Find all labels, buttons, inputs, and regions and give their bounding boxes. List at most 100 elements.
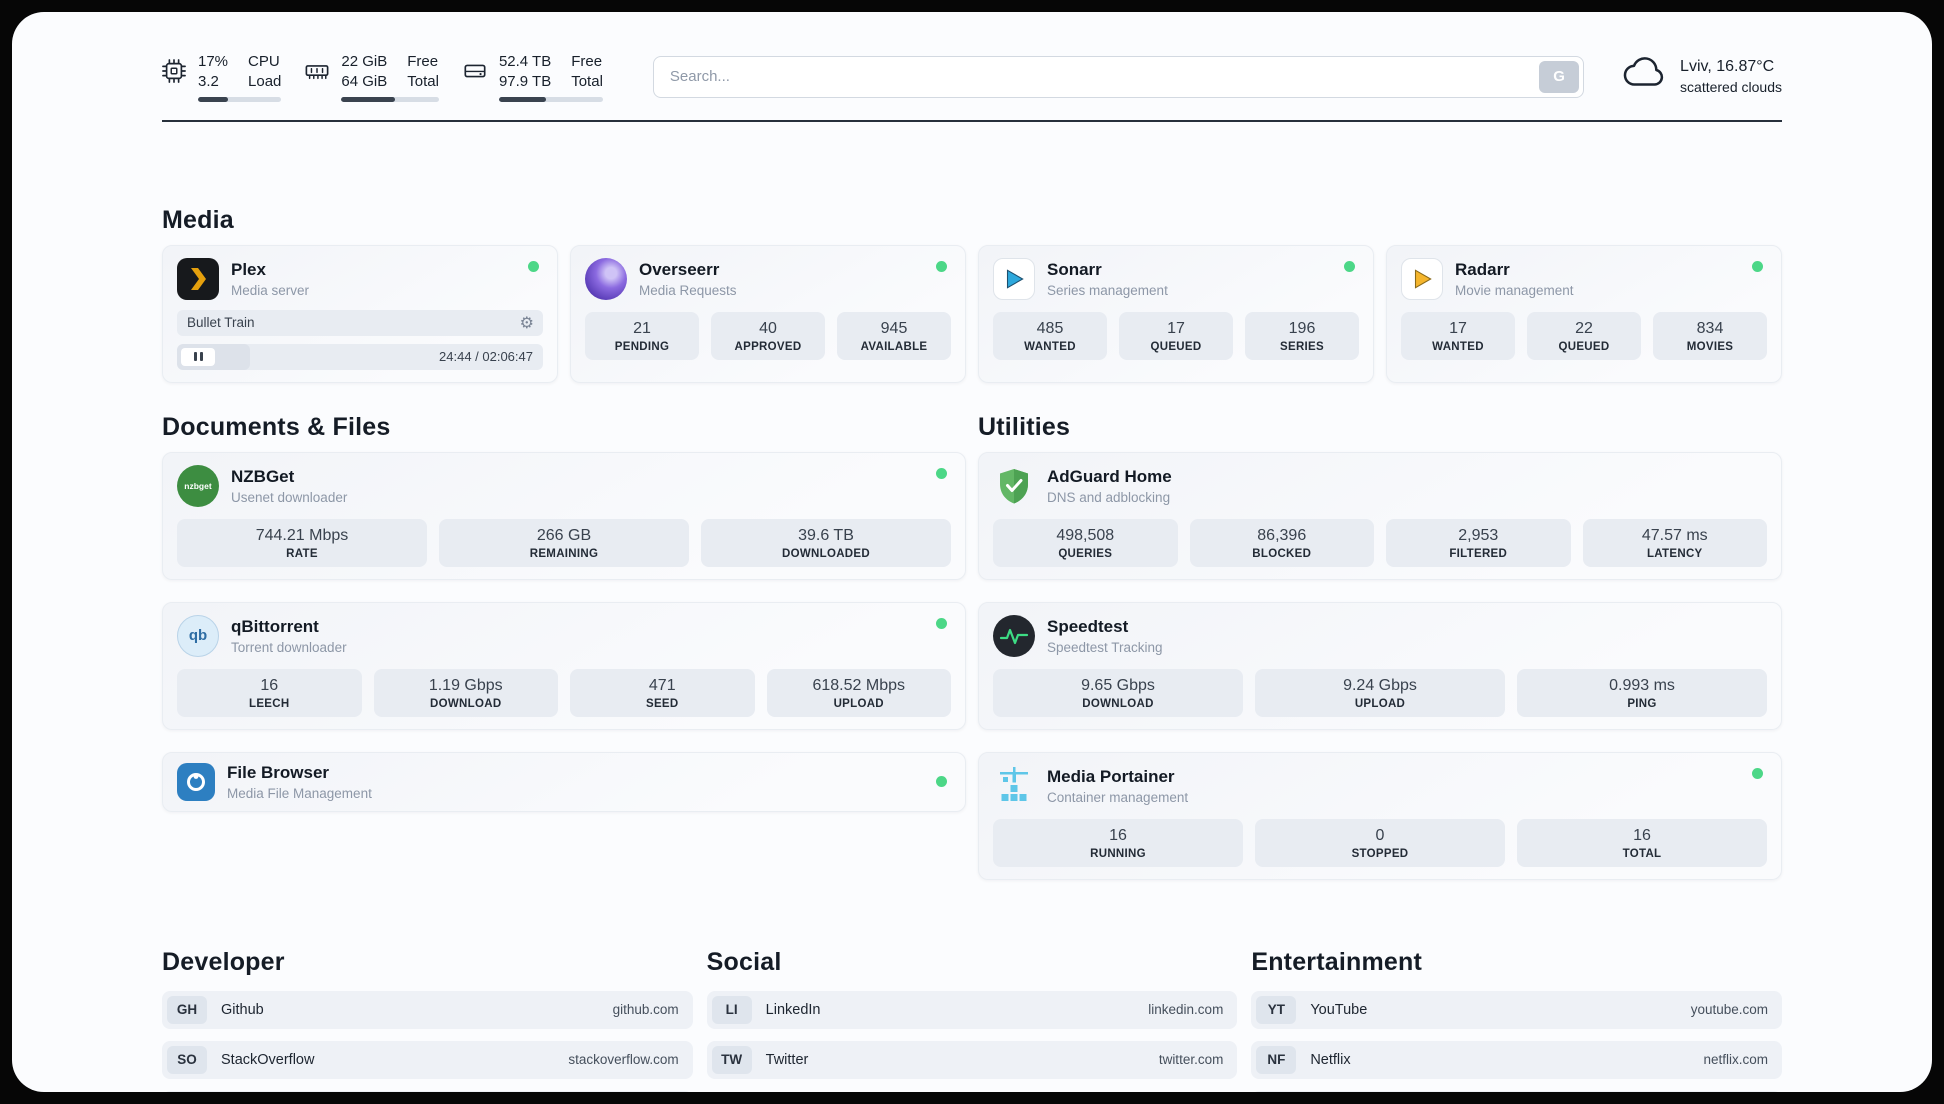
stat-box: 2,953 FILTERED	[1386, 518, 1571, 567]
nzbget-status-dot	[936, 467, 947, 479]
netflix-badge: NF	[1256, 1045, 1297, 1074]
adguard-card[interactable]: AdGuard Home DNS and adblocking 498,508 …	[978, 451, 1782, 580]
disk-label: Free	[571, 53, 603, 70]
stackoverflow-badge: SO	[167, 1045, 207, 1074]
bookmark-netflix[interactable]: NF Netflix netflix.com	[1251, 1040, 1782, 1079]
bookmark-github[interactable]: GH Github github.com	[162, 990, 693, 1029]
stat-box: 86,396 BLOCKED	[1189, 518, 1374, 567]
topbar: 17% 3.2 CPU Load	[162, 52, 1782, 102]
plex-time: 24:44 / 02:06:47	[439, 349, 533, 365]
search-input[interactable]	[652, 55, 1585, 98]
stat-box: 498,508 QUERIES	[993, 518, 1178, 567]
stat-box: 196 SERIES	[1245, 311, 1359, 360]
overseerr-card[interactable]: Overseerr Media Requests 21 PENDING 40 A…	[570, 244, 966, 383]
plex-subtitle: Media server	[231, 282, 310, 298]
stat-box: 0 STOPPED	[1255, 818, 1505, 867]
stat-box: 40 APPROVED	[711, 311, 825, 360]
bookmark-linkedin[interactable]: LI LinkedIn linkedin.com	[706, 990, 1238, 1029]
pause-button[interactable]	[181, 347, 215, 366]
radarr-status-dot	[1752, 260, 1763, 272]
cpu-load-value: 3.2	[198, 72, 219, 90]
disk-metric: 52.4 TB 97.9 TB Free Total	[463, 52, 603, 102]
stat-box: 744.21 Mbps RATE	[177, 518, 427, 567]
weather-widget: Lviv, 16.87°C scattered clouds	[1622, 57, 1782, 96]
qbittorrent-status-dot	[936, 617, 947, 629]
overseerr-status-dot	[936, 260, 947, 272]
documents-column: Documents & Files nzbget NZBGet Usenet d…	[162, 413, 966, 812]
bookmark-dev[interactable]: DT DEV dev.to	[162, 1090, 693, 1092]
overseerr-icon	[585, 257, 627, 300]
speedtest-subtitle: Speedtest Tracking	[1047, 639, 1163, 655]
sonarr-card[interactable]: Sonarr Series management 485 WANTED 17 Q…	[978, 244, 1374, 383]
sonarr-status-dot	[1344, 260, 1355, 272]
ram-label: Free	[407, 53, 439, 70]
qbittorrent-title: qBittorrent	[231, 616, 319, 636]
stat-box: 17 QUEUED	[1119, 311, 1233, 360]
settings-gear-icon[interactable]: ⚙	[519, 312, 534, 332]
cpu-icon	[162, 59, 186, 83]
speedtest-card[interactable]: Speedtest Speedtest Tracking 9.65 Gbps D…	[978, 601, 1782, 730]
stat-box: 21 PENDING	[585, 311, 699, 360]
stat-box: 945 AVAILABLE	[837, 311, 951, 360]
section-title-entertainment: Entertainment	[1251, 947, 1423, 976]
filebrowser-title: File Browser	[227, 762, 330, 782]
stat-box: 22 QUEUED	[1527, 311, 1641, 360]
dashboard-page: 17% 3.2 CPU Load	[12, 12, 1932, 1092]
radarr-subtitle: Movie management	[1455, 282, 1574, 298]
radarr-icon	[1401, 257, 1443, 300]
search-bar: G	[652, 55, 1585, 98]
ram-icon	[305, 59, 329, 83]
stat-box: 266 GB REMAINING	[439, 518, 689, 567]
entertainment-bookmarks: Entertainment YT YouTube youtube.com NF …	[1251, 948, 1782, 1092]
cpu-percent: 17%	[198, 53, 229, 70]
bookmark-twitter[interactable]: TW Twitter twitter.com	[706, 1040, 1238, 1079]
ram-metric: 22 GiB 64 GiB Free Total	[305, 52, 439, 102]
portainer-icon	[993, 765, 1035, 807]
stat-box: 47.57 ms LATENCY	[1582, 518, 1767, 567]
twitter-badge: TW	[711, 1045, 752, 1074]
nzbget-card[interactable]: nzbget NZBGet Usenet downloader 744.21 M…	[162, 451, 966, 580]
sonarr-subtitle: Series management	[1047, 282, 1168, 298]
nzbget-title: NZBGet	[231, 466, 295, 486]
portainer-status-dot	[1752, 767, 1763, 779]
plex-status-dot	[528, 260, 539, 272]
search-engine-button[interactable]: G	[1539, 60, 1580, 93]
stat-box: 9.65 Gbps DOWNLOAD	[993, 668, 1243, 717]
bookmark-stackoverflow[interactable]: SO StackOverflow stackoverflow.com	[162, 1040, 693, 1079]
adguard-icon	[993, 465, 1035, 507]
section-title-social: Social	[706, 947, 782, 976]
sonarr-title: Sonarr	[1047, 259, 1102, 279]
social-bookmarks: Social LI LinkedIn linkedin.com TW Twitt…	[706, 947, 1238, 1091]
bookmark-reddit[interactable]: RE Reddit reddit.com	[1251, 1090, 1782, 1092]
adguard-title: AdGuard Home	[1047, 466, 1172, 486]
utilities-column: Utilities AdGuard Home DNS and adblockin…	[978, 413, 1782, 880]
stat-box: 16 LEECH	[177, 668, 362, 717]
plex-player-bar[interactable]: 24:44 / 02:06:47	[177, 343, 543, 370]
stat-box: 1.19 Gbps DOWNLOAD	[373, 668, 558, 717]
cpu-label: CPU	[248, 53, 280, 70]
radarr-card[interactable]: Radarr Movie management 17 WANTED 22 QUE…	[1386, 244, 1782, 383]
overseerr-title: Overseerr	[639, 259, 720, 279]
portainer-card[interactable]: Media Portainer Container management 16 …	[978, 751, 1782, 880]
middle-columns: Documents & Files nzbget NZBGet Usenet d…	[162, 413, 1782, 880]
plex-card[interactable]: Plex Media server Bullet Train ⚙ 24:44 /…	[162, 244, 558, 383]
qbittorrent-card[interactable]: qb qBittorrent Torrent downloader 16 LEE…	[162, 601, 966, 730]
nzbget-icon: nzbget	[177, 464, 219, 507]
bookmark-youtube[interactable]: YT YouTube youtube.com	[1251, 990, 1782, 1029]
stat-box: 0.993 ms PING	[1517, 668, 1767, 717]
cpu-label2: Load	[248, 72, 282, 90]
portainer-subtitle: Container management	[1047, 789, 1189, 805]
qbittorrent-icon: qb	[177, 614, 219, 657]
radarr-title: Radarr	[1455, 259, 1510, 279]
stat-box: 16 TOTAL	[1517, 818, 1767, 867]
speedtest-icon	[993, 614, 1035, 657]
disk-free: 52.4 TB	[498, 53, 552, 70]
nzbget-subtitle: Usenet downloader	[231, 489, 348, 505]
linkedin-badge: LI	[711, 995, 752, 1024]
section-title-media: Media	[162, 205, 234, 234]
stat-box: 39.6 TB DOWNLOADED	[701, 518, 951, 567]
filebrowser-card[interactable]: File Browser Media File Management	[162, 751, 966, 812]
speedtest-title: Speedtest	[1047, 616, 1129, 636]
section-title-utilities: Utilities	[978, 412, 1071, 441]
stat-box: 16 RUNNING	[993, 818, 1243, 867]
